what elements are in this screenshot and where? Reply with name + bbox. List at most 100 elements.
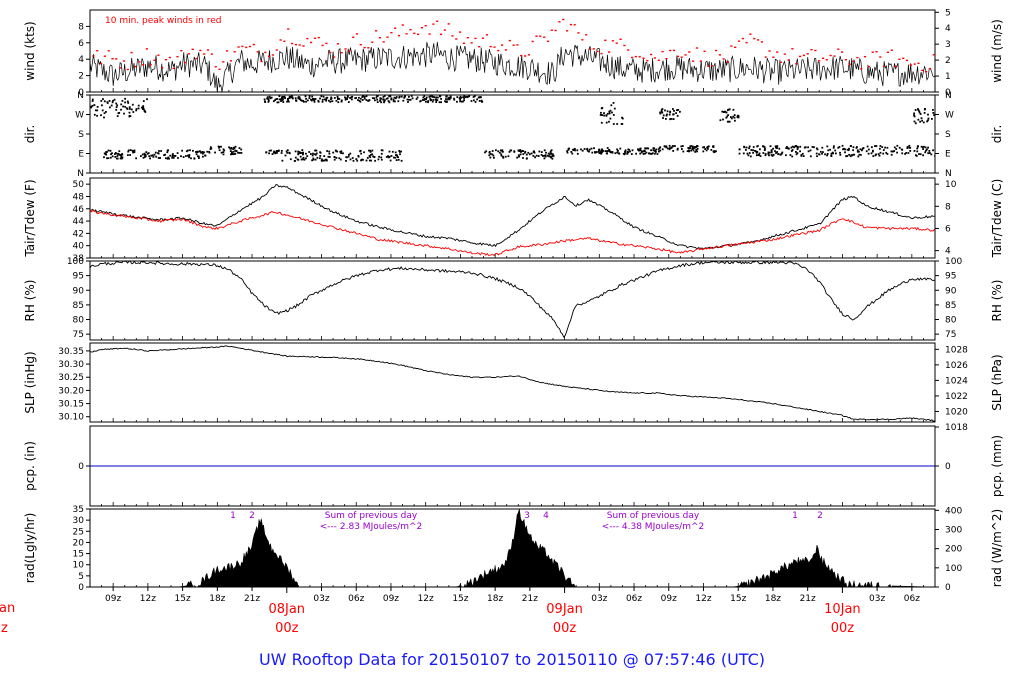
slp-ytick-label-2: 30.20: [58, 386, 84, 396]
dir-point: [116, 152, 119, 155]
dir-ytick-label-4: N: [77, 91, 84, 101]
temp-y2tick-label-3: 10: [945, 180, 957, 190]
dir-point: [129, 115, 132, 117]
dir-point: [440, 98, 442, 100]
dir-point: [762, 145, 764, 148]
dir-point: [772, 147, 774, 150]
dir-point: [276, 101, 279, 104]
wind-peak-point: [814, 49, 817, 52]
dir-point: [588, 148, 591, 151]
dir-point: [755, 150, 757, 153]
dir-point: [321, 159, 324, 162]
dir-point: [380, 156, 383, 159]
dir-point: [355, 158, 358, 160]
wind-peak-point: [119, 67, 122, 69]
dir-point: [807, 150, 810, 153]
dir-point: [920, 117, 923, 120]
wind-peak-point: [168, 56, 171, 59]
dir-point: [147, 152, 150, 154]
dir-point: [662, 117, 664, 119]
dir-point: [670, 146, 673, 149]
dir-point: [768, 154, 770, 157]
dir-point: [289, 95, 291, 98]
dir-point: [368, 159, 371, 162]
dir-point: [394, 156, 397, 159]
dir-point: [732, 115, 735, 118]
slp-y2tick-label-0: 1018: [945, 423, 968, 433]
dir-point: [611, 151, 614, 154]
dir-point: [358, 99, 361, 102]
dir-point: [626, 152, 629, 155]
dir-point: [491, 150, 494, 152]
wind-peak-point: [413, 32, 416, 34]
dir-point: [393, 156, 395, 159]
dir-point: [102, 98, 104, 100]
dir-point: [923, 108, 926, 111]
dir-point: [294, 156, 297, 159]
dir-point: [743, 146, 746, 149]
dir-point: [327, 155, 330, 158]
dir-point: [233, 147, 235, 149]
dir-point: [285, 150, 288, 153]
dir-point: [340, 152, 343, 154]
wind-peak-point: [470, 42, 473, 44]
dir-point: [815, 147, 818, 150]
dir-point: [752, 149, 754, 152]
dir-point: [591, 151, 594, 154]
wind-y2tick-label-1: 1: [945, 72, 951, 82]
rh-ytick-label-3: 90: [73, 286, 85, 296]
dir-point: [297, 97, 300, 100]
dir-point: [642, 150, 644, 153]
dir-point: [519, 153, 522, 156]
dir-point: [121, 100, 124, 102]
dir-point: [606, 147, 609, 149]
dir-point: [158, 150, 160, 152]
dir-point: [142, 105, 145, 107]
dir-point: [126, 100, 129, 103]
dir-point: [177, 157, 179, 159]
dir-point: [369, 156, 372, 159]
dir-point: [171, 156, 174, 159]
wind-peak-point: [428, 33, 431, 35]
dir-point: [830, 152, 833, 155]
dir-point: [281, 159, 284, 162]
dir-point: [594, 151, 596, 153]
dir-point: [357, 155, 360, 157]
dir-point: [676, 115, 679, 117]
dir-point: [745, 146, 748, 149]
wind-peak-point: [157, 54, 160, 56]
dir-point: [913, 112, 915, 115]
dir-point: [837, 146, 840, 149]
dir-point: [532, 155, 535, 157]
dir-point: [315, 149, 318, 152]
dir-point: [576, 152, 579, 155]
dir-point: [918, 111, 921, 114]
dir-point: [895, 148, 898, 150]
pcp-y2tick-label-0: 0: [945, 462, 951, 472]
dir-point: [472, 96, 475, 98]
wind-peak-point: [352, 36, 355, 38]
wind-ytick-label-2: 4: [78, 55, 84, 65]
dir-point: [915, 154, 917, 157]
dir-point: [127, 154, 129, 156]
dir-point: [333, 97, 336, 99]
dir-point: [867, 148, 870, 151]
dir-point: [306, 155, 309, 157]
xtick-label-11: 21z: [522, 594, 538, 604]
dir-point: [530, 152, 533, 155]
wind-peak-point: [443, 29, 446, 31]
dir-point: [135, 109, 138, 112]
slp-ytick-label-4: 30.30: [58, 360, 84, 370]
dir-point: [124, 105, 126, 108]
dir-point: [724, 110, 726, 113]
dir-point: [149, 157, 151, 160]
wind-ylabel: wind (kts): [23, 21, 37, 80]
dir-point: [403, 96, 406, 99]
dir-point: [359, 149, 362, 152]
dir-point: [371, 153, 374, 156]
wind-peak-point: [734, 46, 737, 48]
panel-pcp: 0 0 pcp. (in) pcp. (mm): [23, 425, 1004, 507]
wind-peak-point: [355, 33, 359, 35]
dir-point: [749, 155, 752, 158]
